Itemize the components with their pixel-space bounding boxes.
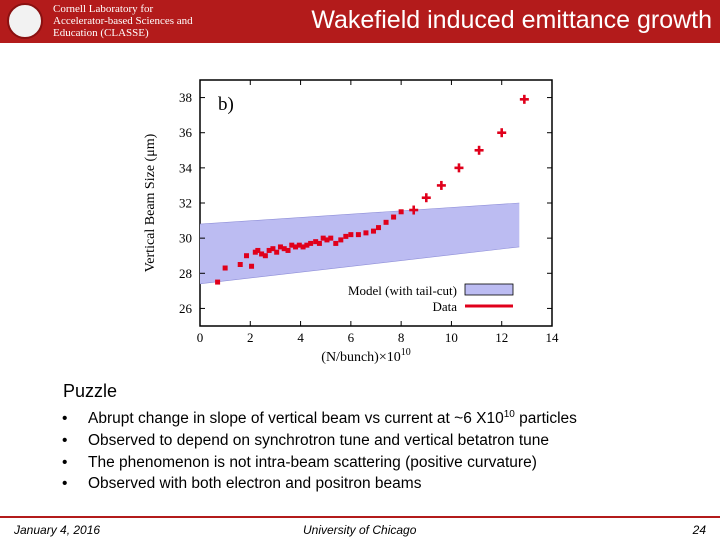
data-point — [252, 249, 258, 255]
data-point — [328, 235, 334, 241]
data-point — [222, 265, 228, 271]
bullet-marker: • — [62, 431, 68, 449]
bullet-suffix: particles — [519, 410, 577, 428]
data-point — [215, 279, 221, 285]
bullet-item: • The phenomenon is not intra-beam scatte… — [60, 452, 577, 474]
data-point — [274, 249, 280, 255]
data-point — [343, 233, 349, 239]
data-point — [324, 237, 330, 243]
data-point — [333, 240, 339, 246]
data-point — [296, 242, 302, 248]
classe-logo-text: Cornell Laboratory for Accelerator-based… — [53, 3, 193, 39]
data-point — [316, 240, 322, 246]
data-point — [391, 214, 397, 220]
puzzle-bullets: • Abrupt change in slope of vertical beam… — [60, 404, 577, 495]
data-point — [255, 247, 261, 253]
x-tick-label: 2 — [247, 330, 254, 345]
data-point — [249, 263, 255, 269]
panel-label: b) — [218, 94, 234, 115]
x-axis-label: (N/bunch)×1010 — [321, 347, 410, 365]
bullet-item: • Abrupt change in slope of vertical beam… — [60, 404, 577, 430]
beam-size-chart: 0 2 4 6 8 10 12 14 26 28 30 32 34 36 38 b) Model (with… — [130, 70, 570, 370]
data-point — [262, 253, 268, 259]
cornell-seal-icon — [7, 3, 43, 39]
data-point — [270, 246, 276, 252]
x-tick-label: 8 — [398, 330, 405, 345]
legend-swatch-model — [464, 283, 514, 296]
x-tick-label: 10 — [445, 330, 458, 345]
data-point — [289, 242, 295, 248]
bullet-text: Abrupt change in slope of vertical beam … — [88, 410, 504, 428]
data-point — [300, 244, 306, 250]
bullet-marker: • — [62, 475, 68, 493]
data-point — [454, 163, 464, 173]
bullet-marker: • — [62, 410, 68, 428]
x-tick-label: 4 — [297, 330, 304, 345]
footer-divider — [0, 516, 720, 518]
data-point — [313, 239, 319, 245]
y-axis-label: Vertical Beam Size (μm) — [143, 133, 158, 272]
bullet-marker: • — [62, 453, 68, 471]
model-band-upper — [200, 202, 520, 225]
y-tick-label: 32 — [179, 196, 192, 211]
bullet-text: The phenomenon is not intra-beam scatter… — [88, 453, 537, 471]
footer-page-number: 24 — [692, 523, 706, 537]
legend-label-data: Data — [432, 299, 457, 314]
bullet-text: Observed with both electron and positron… — [88, 475, 422, 493]
footer-date: January 4, 2016 — [14, 523, 101, 537]
y-tick-label: 30 — [179, 231, 192, 246]
data-point — [320, 235, 326, 241]
x-tick-label: 0 — [197, 330, 204, 345]
bullet-superscript: 10 — [503, 409, 515, 420]
y-tick-label: 38 — [179, 90, 192, 105]
data-point — [277, 244, 283, 250]
model-band-lower — [200, 246, 520, 285]
data-point — [293, 244, 299, 250]
data-point — [308, 240, 314, 246]
data-point — [237, 262, 243, 267]
legend-label-model: Model (with tail-cut) — [348, 283, 457, 298]
y-tick-label: 28 — [179, 266, 192, 281]
data-point — [409, 205, 419, 215]
data-point — [370, 228, 376, 234]
data-point — [383, 219, 389, 225]
data-point — [259, 251, 265, 257]
y-tick-label: 34 — [179, 160, 193, 175]
y-tick-label: 36 — [179, 125, 193, 140]
bullet-text: Observed to depend on synchrotron tune a… — [88, 431, 549, 449]
data-point — [281, 246, 287, 252]
data-point — [304, 242, 310, 248]
chart-svg: 0 2 4 6 8 10 12 14 26 28 30 32 34 36 38 b) Model (with… — [143, 79, 560, 365]
x-tick-label: 12 — [495, 330, 508, 345]
data-point — [363, 230, 369, 236]
bullet-item: • Observed with both electron and positro… — [60, 473, 577, 495]
logo-line: Cornell Laboratory for — [53, 3, 154, 15]
data-point — [398, 209, 404, 215]
footer-university: University of Chicago — [303, 523, 417, 537]
logo-line: Accelerator-based Sciences and — [53, 15, 193, 27]
data-point — [519, 94, 529, 104]
data-point — [244, 253, 250, 259]
bullet-item: • Observed to depend on synchrotron tune … — [60, 430, 577, 452]
data-point — [266, 247, 272, 253]
data-point — [474, 145, 484, 155]
data-point — [355, 232, 361, 238]
data-point — [421, 193, 431, 203]
data-point — [285, 247, 291, 253]
data-point — [436, 180, 446, 190]
x-tick-label: 14 — [546, 330, 560, 345]
y-tick-label: 26 — [179, 301, 193, 316]
x-tick-label: 6 — [348, 330, 355, 345]
model-band — [200, 203, 520, 284]
data-point — [376, 225, 382, 231]
header-bar: Cornell Laboratory for Accelerator-based… — [0, 0, 720, 43]
slide-title: Wakefield induced emittance growth — [311, 6, 712, 34]
data-point — [497, 128, 507, 138]
puzzle-heading: Puzzle — [63, 381, 118, 401]
data-point — [348, 232, 354, 238]
logo-line: Education (CLASSE) — [53, 27, 149, 39]
data-point — [338, 237, 344, 243]
